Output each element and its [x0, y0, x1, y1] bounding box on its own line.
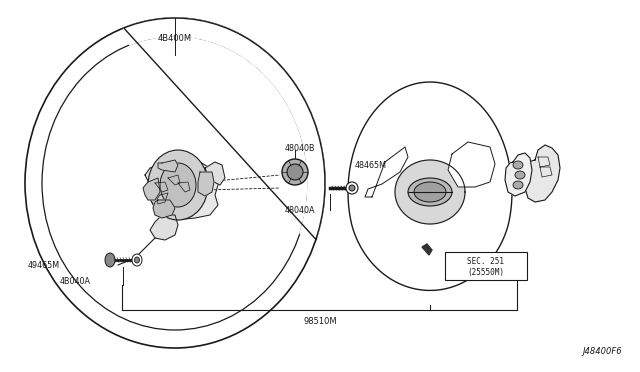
- Text: 48040A: 48040A: [285, 205, 316, 215]
- Ellipse shape: [134, 257, 140, 263]
- Text: 4B040A: 4B040A: [60, 278, 91, 286]
- Polygon shape: [150, 215, 178, 240]
- Polygon shape: [143, 178, 160, 200]
- Ellipse shape: [349, 185, 355, 191]
- Text: J48400F6: J48400F6: [582, 347, 622, 356]
- Ellipse shape: [414, 182, 446, 202]
- Text: SEC. 251: SEC. 251: [467, 257, 504, 266]
- Polygon shape: [198, 172, 214, 196]
- Polygon shape: [505, 153, 532, 196]
- Ellipse shape: [25, 18, 325, 348]
- Polygon shape: [145, 160, 218, 220]
- Polygon shape: [124, 18, 325, 240]
- Polygon shape: [348, 82, 512, 291]
- Polygon shape: [448, 142, 495, 187]
- Text: 49465M: 49465M: [28, 260, 60, 269]
- Ellipse shape: [132, 254, 142, 266]
- Ellipse shape: [148, 150, 208, 220]
- Bar: [445, 252, 527, 280]
- Text: 4B400M: 4B400M: [158, 33, 192, 42]
- Ellipse shape: [287, 164, 303, 180]
- Ellipse shape: [282, 159, 308, 185]
- Polygon shape: [395, 160, 465, 224]
- Polygon shape: [422, 244, 432, 255]
- Text: (25550M): (25550M): [467, 267, 504, 276]
- Text: 48465M: 48465M: [355, 160, 387, 170]
- Ellipse shape: [408, 178, 452, 206]
- Ellipse shape: [346, 182, 358, 194]
- Polygon shape: [365, 147, 408, 197]
- Ellipse shape: [160, 163, 196, 207]
- Ellipse shape: [105, 253, 115, 267]
- Polygon shape: [158, 160, 178, 172]
- Text: 48040B: 48040B: [285, 144, 316, 153]
- Polygon shape: [205, 162, 225, 185]
- Polygon shape: [525, 145, 560, 202]
- Ellipse shape: [515, 171, 525, 179]
- Ellipse shape: [513, 181, 523, 189]
- Ellipse shape: [513, 161, 523, 169]
- Polygon shape: [153, 200, 175, 218]
- Text: 98510M: 98510M: [303, 317, 337, 327]
